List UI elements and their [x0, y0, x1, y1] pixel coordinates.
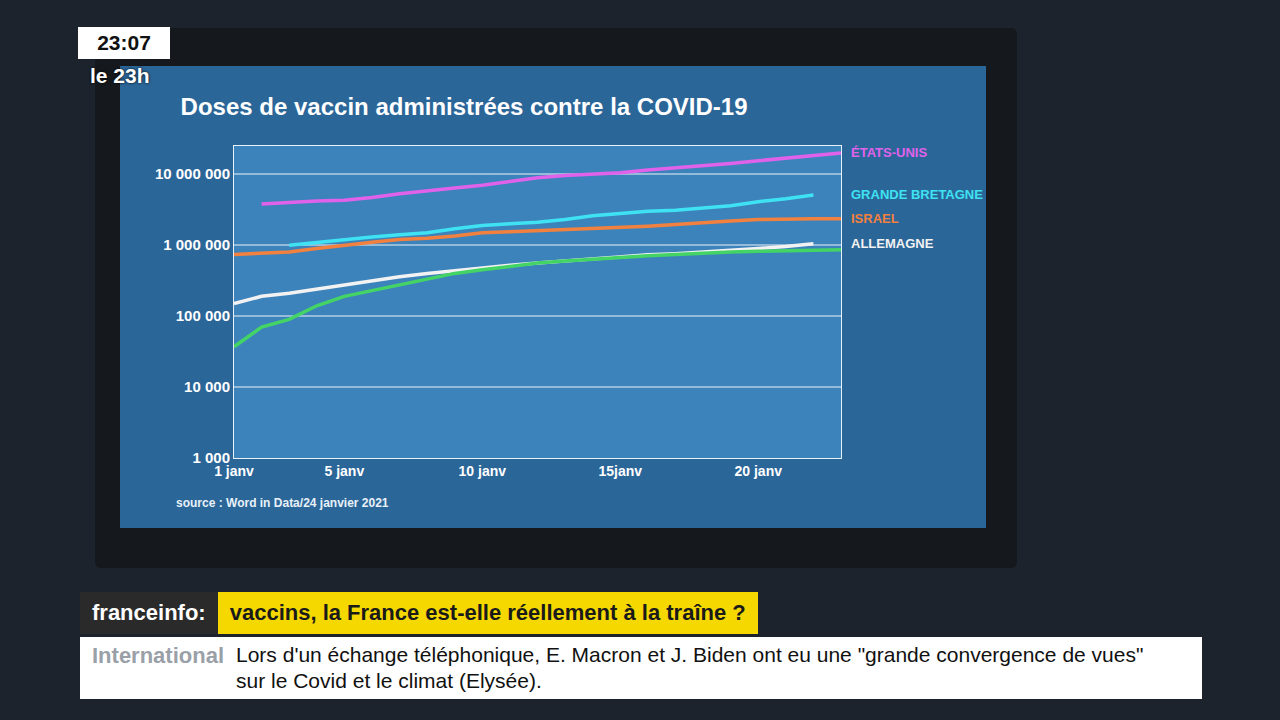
svg-text:1 000: 1 000: [192, 449, 230, 466]
html-text:vaccins, la France est-elle ré: vaccins, la France est-elle réellement à…: [229, 600, 746, 625]
svg-text:1 000 000: 1 000 000: [163, 236, 230, 253]
svg-text:5 janv: 5 janv: [325, 463, 365, 479]
html-text:International: International: [92, 643, 224, 668]
svg-text:10 janv: 10 janv: [459, 463, 507, 479]
svg-text:GRANDE BRETAGNE: GRANDE BRETAGNE: [851, 187, 983, 202]
html-text:le 23h: le 23h: [90, 64, 150, 87]
html-text:franceinfo:: franceinfo:: [92, 600, 206, 625]
svg-text:15janv: 15janv: [598, 463, 642, 479]
svg-text:source : Word in Data/24 janvi: source : Word in Data/24 janvier 2021: [176, 496, 389, 510]
svg-text:20 janv: 20 janv: [734, 463, 782, 479]
svg-text:100 000: 100 000: [176, 307, 230, 324]
svg-text:10 000: 10 000: [184, 378, 230, 395]
svg-text:ÉTATS-UNIS: ÉTATS-UNIS: [851, 145, 927, 160]
html-text:23:07: 23:07: [97, 31, 151, 54]
svg-text:Doses de vaccin administrées c: Doses de vaccin administrées contre la C…: [181, 93, 748, 120]
svg-text:1 janv: 1 janv: [214, 463, 254, 479]
svg-text:ISRAEL: ISRAEL: [851, 211, 899, 226]
svg-text:ALLEMAGNE: ALLEMAGNE: [851, 236, 934, 251]
svg-text:10 000 000: 10 000 000: [155, 165, 230, 182]
html-text:Lors d'un échange téléphonique: Lors d'un échange téléphonique, E. Macro…: [236, 643, 1144, 692]
